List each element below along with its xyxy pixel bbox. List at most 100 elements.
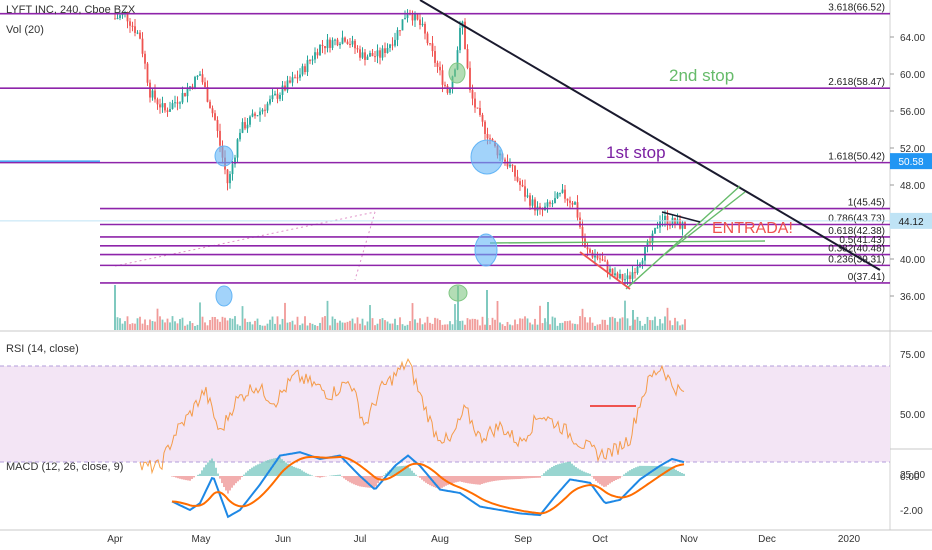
macd-hist-bar — [675, 469, 677, 476]
volume-bar — [379, 319, 381, 330]
macd-hist-bar — [489, 476, 491, 482]
volume-bar — [191, 323, 194, 330]
price-tick-label: 52.00 — [900, 144, 925, 155]
candle-body — [344, 37, 346, 42]
candle-body — [211, 108, 214, 114]
candle-body — [599, 258, 601, 260]
candle-body — [234, 157, 236, 165]
macd-hist-bar — [455, 476, 457, 483]
macd-hist-bar — [199, 473, 201, 476]
macd-hist-bar — [657, 465, 659, 476]
volume-bar — [491, 317, 494, 330]
macd-hist-bar — [669, 466, 671, 476]
macd-hist-bar — [263, 461, 265, 476]
macd-hist-bar — [363, 476, 365, 488]
volume-bar — [569, 320, 571, 330]
macd-hist-bar — [385, 473, 387, 476]
volume-bar — [399, 317, 401, 330]
macd-hist-bar — [321, 476, 323, 478]
volume-label: Vol (20) — [6, 24, 44, 36]
volume-bar — [529, 322, 531, 330]
volume-bar — [264, 325, 266, 330]
volume-bar — [316, 325, 319, 330]
volume-bar — [566, 321, 569, 330]
volume-bar — [651, 320, 654, 330]
volume-bar — [149, 319, 151, 330]
volume-bar — [171, 316, 174, 330]
candle-body — [464, 21, 466, 50]
macd-hist-bar — [391, 468, 393, 476]
macd-hist-bar — [677, 471, 679, 476]
candle-body — [196, 75, 199, 77]
candle-body — [146, 63, 149, 83]
candle-body — [649, 242, 651, 244]
macd-hist-bar — [319, 476, 321, 478]
candle-body — [431, 43, 434, 52]
macd-hist-bar — [585, 472, 587, 476]
time-tick-label: Sep — [514, 534, 532, 545]
candle-body — [414, 13, 416, 21]
macd-hist-bar — [301, 470, 303, 476]
macd-hist-bar — [499, 476, 501, 481]
macd-hist-bar — [635, 467, 637, 476]
candle-body — [209, 101, 211, 109]
volume-bar — [676, 321, 679, 330]
volume-bar — [259, 324, 261, 330]
volume-bar — [371, 318, 374, 330]
macd-hist-bar — [625, 472, 627, 476]
macd-hist-bar — [245, 472, 247, 476]
volume-bar — [179, 319, 181, 330]
macd-hist-bar — [259, 463, 261, 476]
volume-bar — [469, 319, 471, 330]
candle-body — [181, 93, 184, 103]
macd-hist-bar — [261, 462, 263, 476]
volume-bar — [231, 318, 234, 330]
candle-body — [556, 193, 559, 199]
candle-body — [364, 52, 366, 60]
macd-hist-bar — [273, 458, 275, 476]
candle-body — [371, 53, 374, 57]
annotation-2nd-stop: 2nd stop — [669, 66, 735, 85]
macd-hist-bar — [493, 476, 495, 482]
candle-body — [681, 222, 684, 229]
volume-bar — [254, 320, 256, 330]
volume-bar — [561, 322, 564, 330]
macd-hist-bar — [339, 474, 341, 476]
macd-hist-bar — [429, 476, 431, 486]
trendline-down — [419, 0, 881, 271]
macd-hist-bar — [307, 473, 309, 476]
candle-body — [149, 82, 151, 98]
volume-bar — [541, 323, 544, 330]
volume-bar — [176, 323, 179, 330]
candle-body — [236, 139, 239, 158]
candle-body — [551, 203, 554, 205]
volume-bar — [604, 319, 606, 330]
volume-bar — [224, 317, 226, 330]
volume-bar — [481, 316, 484, 330]
time-tick-label: Apr — [107, 534, 123, 545]
macd-hist-bar — [345, 476, 347, 480]
volume-bar — [496, 300, 499, 330]
candle-body — [269, 99, 271, 104]
macd-hist-bar — [217, 473, 219, 476]
candle-body — [176, 102, 179, 104]
volume-bar — [216, 319, 219, 330]
macd-hist-bar — [587, 473, 589, 476]
volume-bar — [256, 318, 259, 330]
volume-bar — [124, 321, 126, 330]
macd-hist-bar — [553, 465, 555, 476]
highlight-circle — [474, 233, 498, 267]
macd-hist-bar — [437, 476, 439, 489]
volume-bar — [219, 321, 221, 330]
macd-hist-bar — [177, 476, 179, 479]
macd-hist-bar — [659, 465, 661, 476]
candle-body — [361, 52, 364, 58]
macd-hist-bar — [551, 467, 553, 476]
volume-bar — [639, 320, 641, 330]
macd-hist-bar — [449, 476, 451, 485]
volume-bar — [461, 320, 464, 330]
volume-bar — [114, 285, 116, 330]
candle-body — [349, 44, 351, 46]
candle-body — [309, 60, 311, 62]
